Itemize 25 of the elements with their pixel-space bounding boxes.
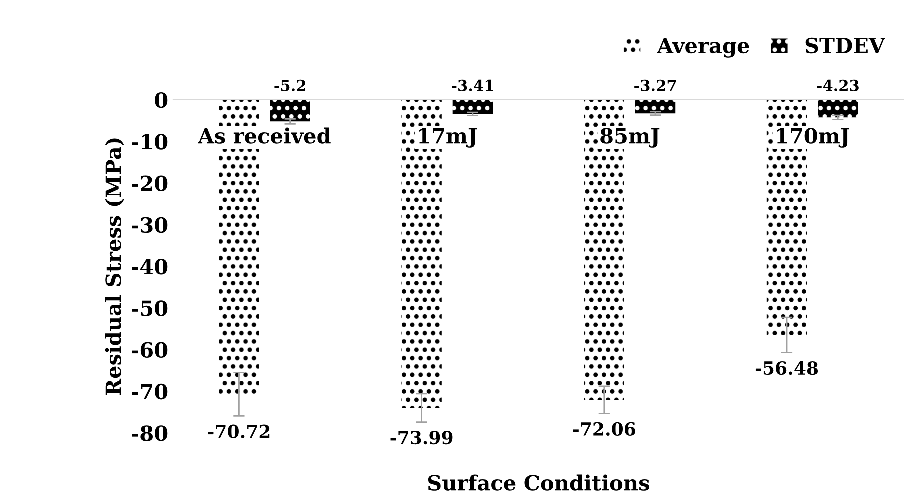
x-axis-title: Surface Conditions bbox=[428, 474, 650, 491]
data-label: -72.06 bbox=[573, 422, 636, 436]
data-label: -4.23 bbox=[817, 80, 859, 92]
y-tick-label: -80 bbox=[132, 426, 168, 442]
y-tick-label: -30 bbox=[132, 217, 168, 234]
y-axis-title: Residual Stress (MPa) bbox=[105, 138, 124, 396]
x-tick-label: 17mJ bbox=[419, 128, 478, 148]
x-tick-label: 85mJ bbox=[600, 128, 660, 148]
y-tick-label: -70 bbox=[132, 384, 168, 400]
data-label: -70.72 bbox=[208, 424, 270, 438]
y-tick-label: -10 bbox=[132, 134, 168, 150]
legend-label: Average bbox=[657, 38, 750, 58]
x-tick-label: 170mJ bbox=[777, 128, 850, 148]
data-label: -5.2 bbox=[274, 80, 306, 92]
data-label: -56.48 bbox=[756, 361, 818, 376]
legend-label: STDEV bbox=[806, 38, 886, 54]
data-label: -3.41 bbox=[452, 80, 494, 92]
data-label: -3.27 bbox=[634, 80, 676, 92]
y-tick-label: -20 bbox=[132, 176, 168, 192]
x-tick-label: As received bbox=[198, 128, 331, 144]
y-tick-label: -60 bbox=[132, 342, 168, 358]
data-label: -73.99 bbox=[390, 430, 453, 445]
y-tick-label: -40 bbox=[132, 259, 168, 275]
y-tick-label: 0 bbox=[155, 92, 168, 108]
y-tick-label: -50 bbox=[132, 300, 168, 316]
